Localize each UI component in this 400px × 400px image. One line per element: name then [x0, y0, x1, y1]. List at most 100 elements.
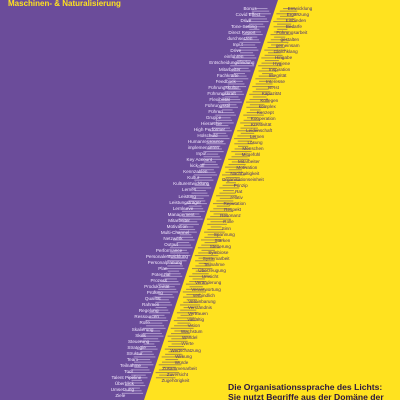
left-word: Talent Pipeline	[111, 374, 142, 380]
left-text-line	[133, 356, 156, 358]
left-text-line	[239, 41, 261, 43]
right-text-line	[225, 171, 244, 173]
left-text-line	[124, 385, 146, 387]
right-word: Wandel	[181, 335, 198, 341]
left-text-line	[206, 143, 226, 145]
left-text-line	[178, 218, 203, 220]
right-word: Vereinbarung	[188, 298, 216, 304]
right-text-line	[231, 156, 248, 158]
left-word: Rahmen	[142, 302, 160, 308]
left-word: Mitarbeiter	[168, 217, 190, 223]
right-text-line	[180, 314, 193, 316]
right-word: Hingabe	[275, 54, 293, 60]
left-text-line	[176, 242, 190, 244]
left-word: Management	[167, 211, 195, 217]
left-text-line	[176, 231, 197, 233]
right-word: Zusammenarbeit	[162, 365, 197, 371]
right-word: vielfältig	[187, 317, 205, 322]
right-text-line	[192, 278, 205, 280]
right-text-line	[225, 166, 248, 168]
right-text-line	[188, 275, 211, 277]
left-text-line	[128, 382, 144, 384]
right-word: Vision	[187, 323, 201, 329]
right-text-line	[237, 135, 256, 137]
left-text-line	[152, 304, 173, 306]
right-word: Zugehörigkeit	[161, 378, 190, 383]
left-text-line	[170, 262, 182, 264]
left-text-line	[230, 65, 255, 67]
right-word: Mitarbeiter	[238, 158, 260, 164]
left-text-line	[200, 169, 214, 171]
left-text-line	[191, 192, 208, 194]
left-text-line	[245, 26, 265, 28]
left-text-line	[182, 216, 201, 218]
right-text-line	[267, 47, 285, 49]
left-word: Key Account	[186, 157, 213, 163]
right-text-line	[197, 247, 221, 249]
right-text-line	[228, 164, 246, 166]
right-text-line	[279, 10, 298, 12]
right-word: Kooperation	[250, 115, 276, 121]
left-word: Feedback	[215, 78, 236, 84]
left-word: Potenzial	[151, 272, 171, 278]
left-text-line	[218, 106, 238, 108]
right-text-line	[264, 49, 287, 51]
right-text-line	[258, 65, 283, 67]
left-text-line	[130, 364, 154, 366]
left-text-line	[227, 88, 241, 90]
left-word: Motivation	[166, 223, 188, 229]
left-word: Lernen	[182, 187, 197, 193]
left-text-line	[185, 203, 207, 205]
right-text-line	[243, 119, 261, 121]
left-word: durchsetzen	[227, 36, 253, 42]
left-word: Plan	[158, 266, 168, 271]
right-text-line	[201, 249, 215, 251]
left-text-line	[210, 145, 221, 147]
left-text-line	[185, 213, 200, 215]
right-text-line	[183, 301, 199, 303]
left-word: Steuerung	[127, 338, 150, 344]
right-text-line	[246, 112, 263, 114]
left-text-line	[148, 312, 170, 314]
right-text-line	[180, 304, 201, 306]
left-text-line	[179, 229, 196, 231]
left-text-line	[179, 223, 199, 225]
left-word: Überblick	[114, 380, 134, 386]
right-text-line	[243, 125, 257, 127]
left-word: Führungskultur	[208, 84, 240, 90]
left-text-line	[209, 140, 225, 142]
left-text-line	[255, 8, 268, 10]
left-text-line	[224, 91, 243, 93]
left-text-line	[239, 47, 257, 49]
right-text-line	[240, 122, 262, 124]
left-text-line	[170, 252, 189, 254]
left-text-line	[139, 335, 164, 337]
right-text-line	[246, 106, 266, 108]
right-word: Integrität	[268, 73, 287, 79]
right-word: Kreativität	[250, 121, 272, 127]
right-text-line	[173, 320, 196, 322]
right-text-line	[222, 184, 238, 186]
left-text-line	[176, 236, 193, 238]
right-word: Stärken	[214, 237, 231, 243]
left-text-line	[243, 44, 256, 46]
right-text-line	[276, 18, 295, 20]
right-word: relativ	[230, 195, 243, 200]
right-text-line	[158, 364, 182, 366]
right-text-line	[255, 78, 277, 80]
right-text-line	[258, 70, 279, 72]
left-text-line	[131, 374, 146, 376]
left-text-line	[206, 148, 222, 150]
right-text-line	[234, 143, 254, 145]
right-text-line	[213, 208, 232, 210]
right-text-line	[261, 67, 277, 69]
left-text-line	[236, 49, 259, 51]
right-text-line	[259, 80, 271, 82]
right-word: Wachstum	[180, 329, 203, 335]
right-text-line	[207, 229, 224, 231]
left-text-line	[167, 265, 183, 267]
right-text-line	[167, 335, 192, 337]
left-text-line	[209, 135, 228, 137]
right-text-line	[195, 265, 211, 267]
right-text-line	[210, 210, 233, 212]
